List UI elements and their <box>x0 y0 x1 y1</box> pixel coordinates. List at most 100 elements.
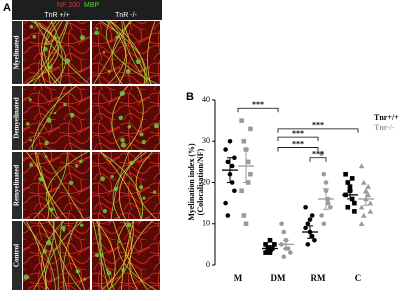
data-point <box>358 204 365 210</box>
data-point <box>365 183 371 189</box>
data-point <box>239 188 244 194</box>
fiber <box>30 20 67 85</box>
panel-label: B <box>186 91 194 103</box>
cell <box>102 50 106 54</box>
data-point <box>321 171 327 177</box>
row-label-strip <box>12 21 22 84</box>
data-point <box>345 180 351 185</box>
data-point <box>347 184 353 189</box>
cell <box>118 115 124 121</box>
fiber <box>121 20 150 85</box>
significance-bracket <box>309 157 327 162</box>
data-point <box>272 242 277 247</box>
data-point <box>232 188 237 194</box>
fiber <box>47 220 86 291</box>
cell <box>106 270 112 276</box>
row-label: Control <box>13 244 21 267</box>
cell <box>43 47 48 51</box>
data-point <box>241 213 247 218</box>
data-point <box>288 250 293 255</box>
cell <box>120 142 126 148</box>
column-label: TnR +/+ <box>44 12 69 19</box>
cell <box>32 34 37 39</box>
row-label-strip <box>12 152 22 219</box>
legend-entry: Tnr-/- <box>374 123 395 132</box>
data-point <box>345 204 351 210</box>
micrograph <box>92 86 160 150</box>
cell <box>46 117 52 123</box>
data-point <box>305 242 311 247</box>
x-tick-label: C <box>355 273 362 283</box>
significance-bracket <box>277 147 319 152</box>
cell <box>79 159 83 164</box>
cell <box>45 240 52 246</box>
data-point <box>232 155 237 161</box>
data-point <box>245 159 251 165</box>
cell <box>74 164 79 168</box>
cell <box>75 269 80 274</box>
cell <box>125 68 131 74</box>
cell <box>28 98 32 102</box>
error-bar <box>307 225 313 239</box>
cell <box>139 132 144 137</box>
cell <box>83 277 87 281</box>
error-bar <box>363 192 369 206</box>
y-tick-label: 40 <box>202 95 210 104</box>
fiber <box>43 151 85 220</box>
cell <box>23 274 29 280</box>
fiber <box>41 20 60 85</box>
data-point <box>223 147 228 152</box>
cell <box>44 155 48 158</box>
data-point <box>309 213 315 218</box>
cell <box>96 27 99 30</box>
fiber <box>101 220 134 291</box>
significance-bracket <box>277 136 319 142</box>
cell <box>110 174 114 179</box>
x-tick-label: RM <box>311 273 326 283</box>
data-point <box>365 192 371 198</box>
x-tick-label: M <box>234 273 243 283</box>
significance-label: *** <box>292 129 304 138</box>
data-point <box>248 171 253 177</box>
cell <box>141 140 146 145</box>
significance-label: *** <box>312 121 324 130</box>
fiber <box>106 20 127 85</box>
data-point <box>352 200 357 206</box>
cell <box>142 196 146 200</box>
cell <box>79 35 86 41</box>
data-point <box>303 204 308 210</box>
data-point <box>225 159 231 165</box>
data-point <box>267 250 273 255</box>
cell <box>127 125 132 129</box>
cell <box>99 253 104 258</box>
fiber <box>33 20 69 85</box>
fiber <box>122 20 152 85</box>
cell <box>38 177 41 181</box>
fiber <box>27 20 68 85</box>
cell <box>119 90 125 97</box>
data-point <box>243 221 249 227</box>
y-tick-label: 20 <box>202 177 210 186</box>
cell <box>61 225 66 231</box>
fiber <box>120 220 135 291</box>
cell <box>107 69 111 73</box>
cell <box>129 160 134 166</box>
cell <box>113 186 118 191</box>
cell <box>152 190 157 194</box>
fiber <box>100 20 148 85</box>
cell <box>106 268 109 272</box>
fiber <box>100 151 142 220</box>
fiber <box>38 220 59 291</box>
cell <box>126 222 132 228</box>
cell <box>25 121 30 126</box>
data-point <box>281 229 287 235</box>
fiber <box>46 151 88 220</box>
data-point <box>225 213 231 218</box>
data-point <box>349 176 355 181</box>
cell <box>49 207 54 212</box>
fiber <box>33 220 55 291</box>
micrograph <box>23 152 90 219</box>
cell <box>135 59 141 65</box>
cell <box>42 249 47 254</box>
